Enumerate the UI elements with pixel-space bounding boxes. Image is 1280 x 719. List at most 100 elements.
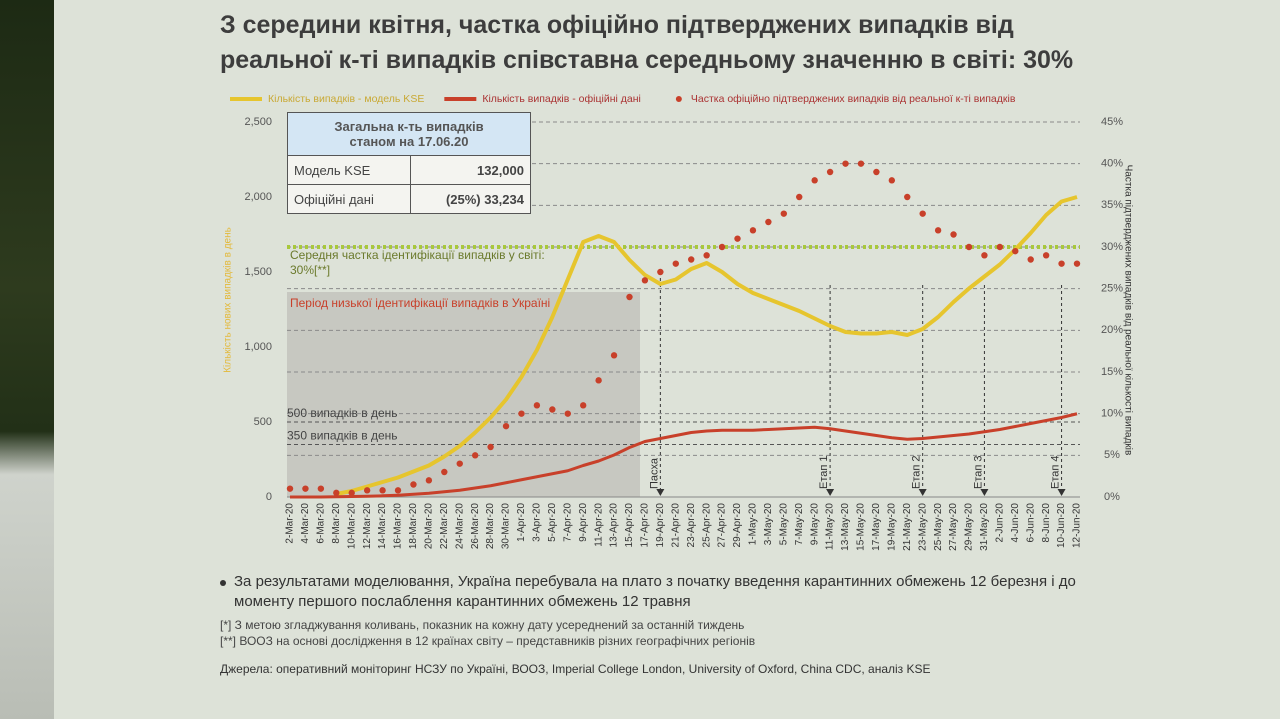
background-photo [0, 0, 54, 719]
share-dot [317, 485, 325, 492]
series-line [290, 412, 1078, 499]
share-dot [1027, 256, 1034, 263]
bullet: За результатами моделювання, Україна пер… [220, 572, 1120, 612]
share-dot [518, 410, 525, 417]
x-tick-label: 20-Mar-20 [424, 503, 435, 550]
footnote: [**] ВООЗ на основі дослідження в 12 кра… [220, 634, 756, 648]
table-cell: Модель KSE [286, 155, 412, 185]
shaded-period [287, 292, 640, 497]
share-dot [919, 210, 926, 217]
x-tick-label: 25-May-20 [933, 503, 944, 551]
x-tick-label: 6-Jun-20 [1025, 503, 1036, 543]
y2-tick-label: 25% [1101, 283, 1123, 295]
x-tick-label: 4-Mar-20 [300, 503, 311, 544]
x-tick-label: 7-Apr-20 [562, 503, 573, 542]
x-tick-label: 10-Mar-20 [346, 503, 357, 550]
x-tick-label: 3-May-20 [763, 503, 774, 546]
share-dot [579, 402, 587, 409]
x-tick-label: 12-Jun-20 [1072, 503, 1083, 548]
x-tick-label: 25-Apr-20 [701, 503, 712, 548]
share-dot [981, 252, 988, 259]
x-tick-label: 18-Mar-20 [408, 503, 419, 550]
share-dot [1058, 260, 1065, 267]
y-tick-label: 500 [254, 416, 272, 428]
y-tick-label: 1,500 [244, 266, 272, 278]
share-dot [610, 352, 618, 359]
y2-tick-label: 30% [1101, 241, 1123, 253]
x-tick-label: 23-Apr-20 [686, 503, 697, 548]
share-dot [703, 252, 710, 259]
x-tick-label: 26-Mar-20 [470, 503, 481, 550]
share-dot [410, 481, 417, 488]
legend-marker [675, 96, 682, 102]
share-dot [302, 485, 309, 492]
x-tick-label: 4-Jun-20 [1010, 503, 1021, 543]
x-tick-label: 27-May-20 [948, 503, 959, 551]
y2-tick-label: 0% [1104, 491, 1120, 503]
share-dot [286, 485, 294, 492]
share-dot [1012, 247, 1019, 255]
table-cell: Офіційні дані [286, 184, 412, 214]
x-tick-label: 10-Jun-20 [1056, 503, 1067, 548]
share-dot [996, 243, 1004, 251]
event-label: Етап 2 [911, 456, 923, 490]
event-label: Пасха [648, 457, 660, 489]
event-label: Етап 1 [818, 456, 830, 490]
share-dot [688, 256, 695, 263]
share-dot [965, 243, 973, 251]
y2-tick-label: 5% [1104, 449, 1120, 461]
x-tick-label: 11-May-20 [825, 503, 836, 550]
legend-label: Кількість випадків - офіційні дані [482, 93, 641, 105]
y-tick-label: 2,000 [244, 191, 272, 203]
share-dot [471, 452, 479, 459]
table-cell: 132,000 [410, 155, 531, 185]
shaded-label: Період низької ідентифікації випадків в … [290, 296, 551, 310]
share-dot [626, 293, 633, 301]
x-tick-label: 23-May-20 [917, 503, 928, 551]
share-dot [487, 443, 494, 451]
share-dot [842, 160, 849, 167]
table-header: Загальна к-ть випадків станом на 17.06.2… [287, 112, 531, 156]
y-tick-label: 2,500 [244, 116, 272, 128]
y2-tick-label: 45% [1101, 116, 1123, 128]
notes: За результатами моделювання, Україна пер… [220, 572, 1120, 676]
summary-table: Загальна к-ть випадків станом на 17.06.2… [286, 112, 531, 214]
share-dot [379, 487, 386, 494]
share-dot [1042, 252, 1050, 259]
x-tick-label: 14-Mar-20 [377, 503, 388, 550]
x-tick-label: 12-Mar-20 [362, 503, 373, 550]
x-tick-label: 5-Apr-20 [547, 503, 558, 542]
share-dot [765, 218, 772, 226]
x-tick-label: 28-Mar-20 [485, 503, 496, 550]
x-tick-label: 22-Mar-20 [439, 503, 450, 550]
x-tick-label: 1-Apr-20 [516, 503, 527, 542]
table-cell: (25%) 33,234 [410, 184, 531, 214]
share-dot [950, 231, 957, 238]
y2-tick-label: 20% [1101, 324, 1123, 336]
share-dot [749, 227, 757, 234]
share-dot [734, 235, 741, 242]
y-axis-title: Кількість нових випадків в день [223, 227, 234, 373]
event-arrow [1057, 489, 1066, 496]
average-label: Середня частка ідентифікації випадків у … [290, 248, 545, 277]
share-dot [595, 377, 602, 384]
share-dot [888, 177, 896, 184]
share-dot [780, 210, 788, 217]
share-dot [564, 410, 571, 417]
share-dot [333, 489, 340, 497]
x-tick-label: 17-May-20 [871, 503, 882, 551]
x-tick-label: 2-Mar-20 [285, 503, 296, 544]
x-tick-label: 8-Jun-20 [1041, 503, 1052, 543]
source: Джерела: оперативний моніторинг НСЗУ по … [220, 662, 931, 676]
share-dot [549, 406, 556, 413]
x-tick-label: 21-May-20 [902, 503, 913, 551]
x-tick-label: 19-Apr-20 [655, 503, 666, 548]
event-label: Етап 3 [972, 456, 984, 490]
share-dot [904, 193, 911, 201]
event-arrow [656, 489, 665, 496]
share-dot [857, 160, 865, 167]
event-arrow [826, 489, 835, 496]
x-tick-label: 11-Apr-20 [593, 503, 604, 547]
